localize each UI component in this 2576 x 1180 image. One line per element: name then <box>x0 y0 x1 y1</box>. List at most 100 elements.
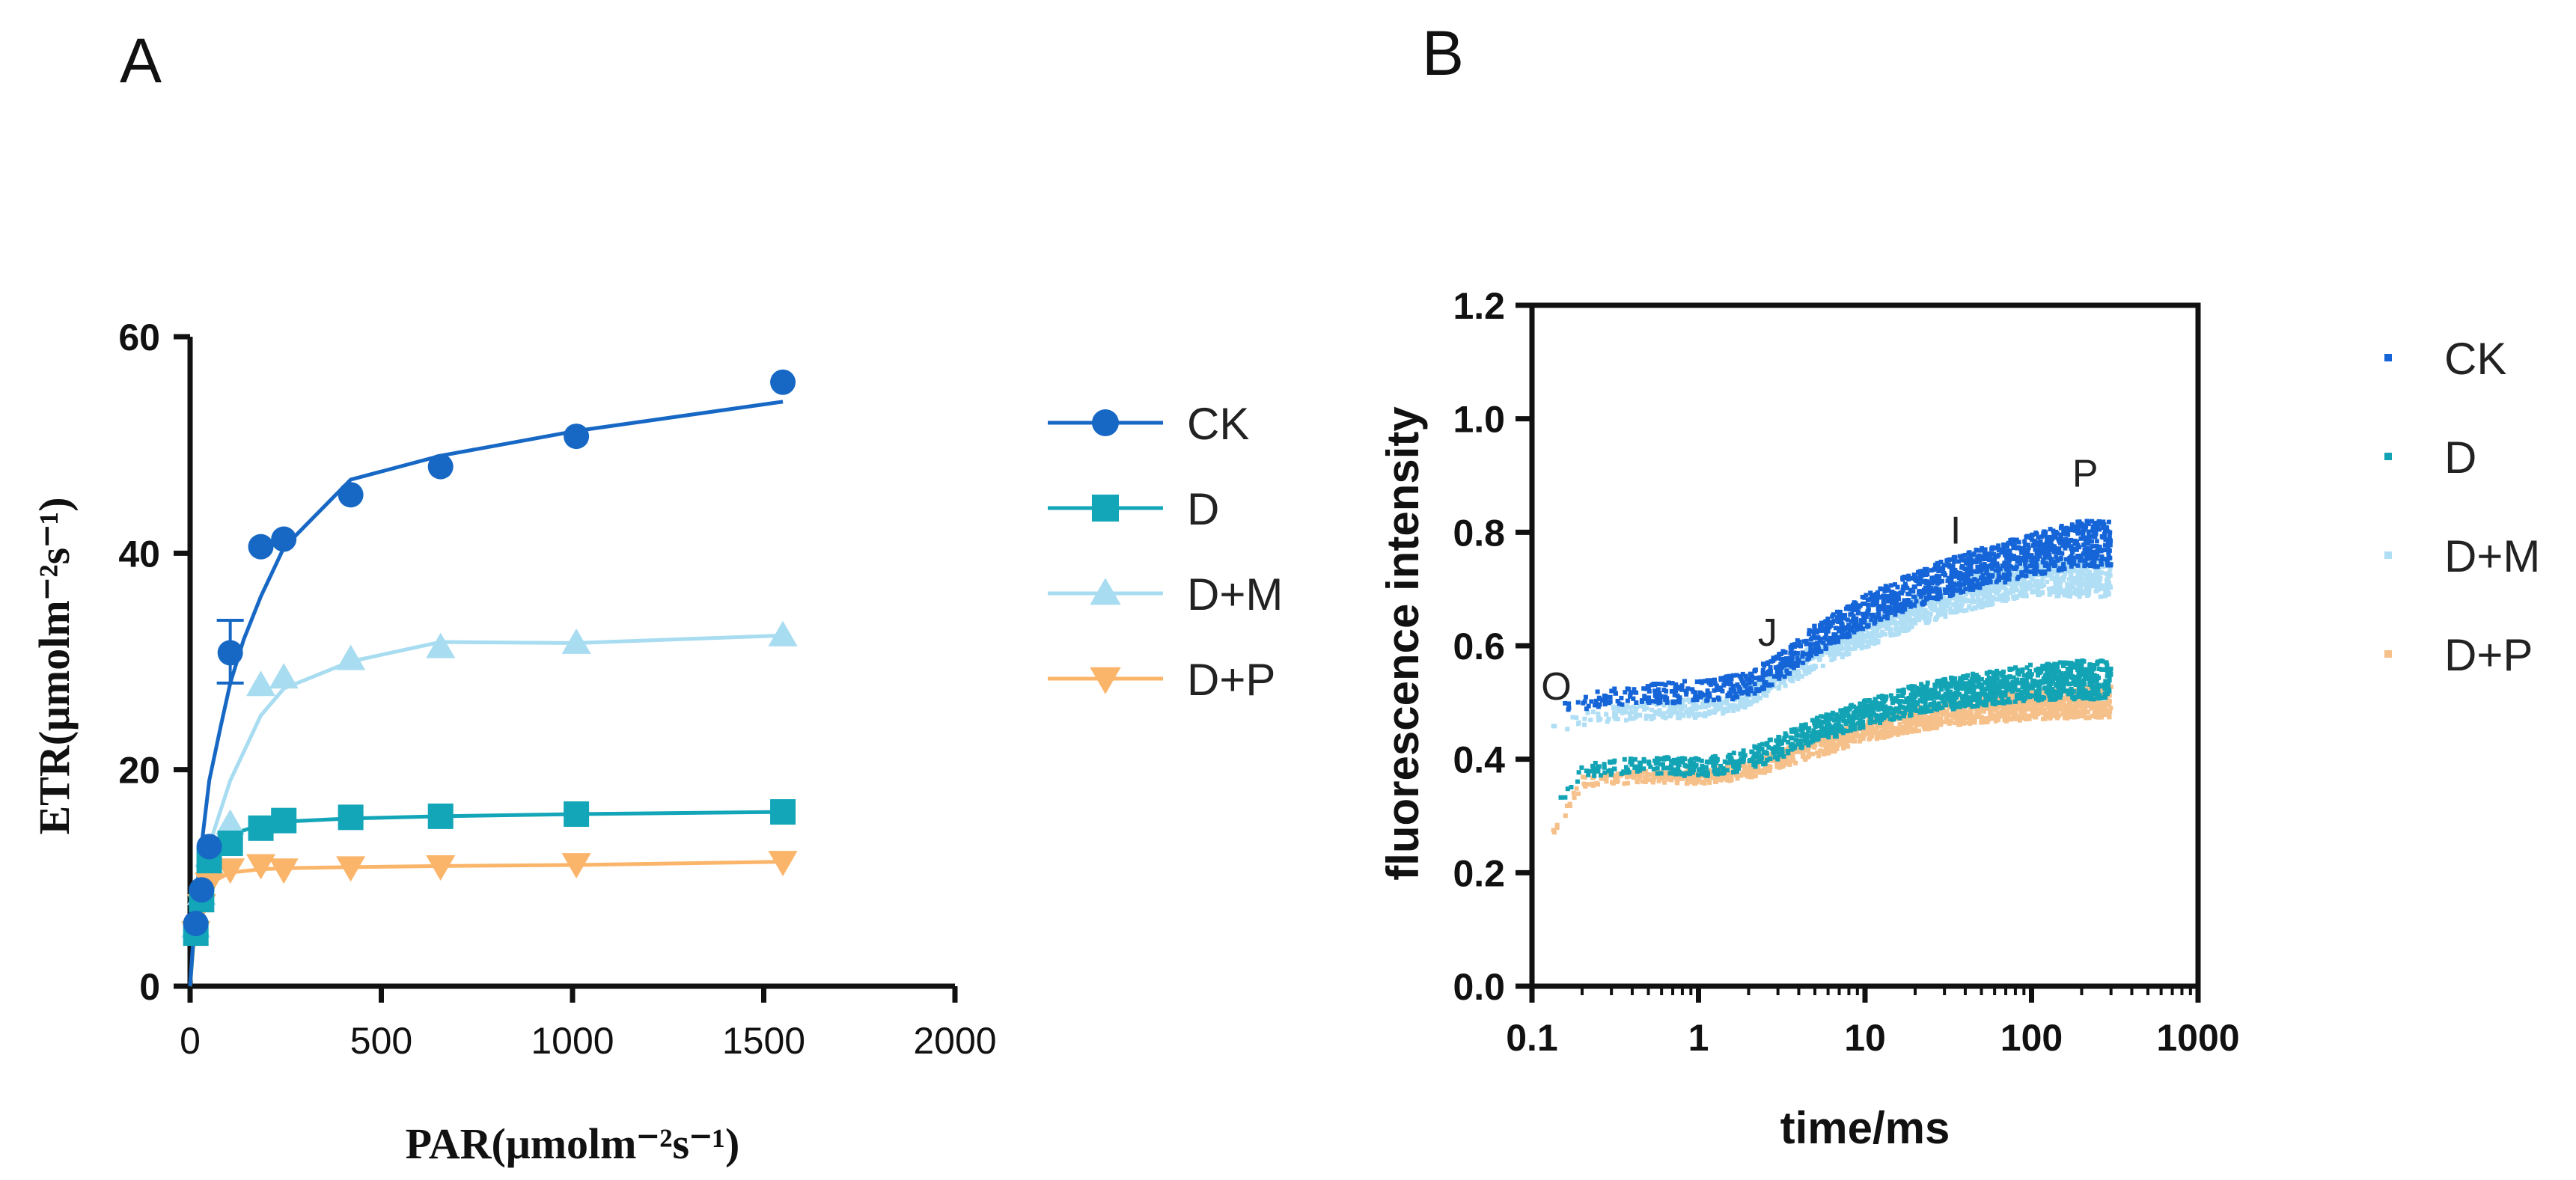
panel-b-point-d-plus-m <box>1582 722 1587 727</box>
panel-b-point-d-plus-p <box>1726 771 1731 776</box>
panel-b-point-d <box>1869 709 1874 715</box>
panel-b-point-d-plus-m <box>1736 706 1741 712</box>
panel-b-point-d <box>1801 724 1807 730</box>
panel-b-point-d <box>2092 673 2097 678</box>
panel-b-point-d <box>1799 723 1804 728</box>
panel-b-point-d <box>1658 771 1664 776</box>
panel-b-point-d-plus-m <box>1888 633 1893 638</box>
panel-b-point-d <box>1741 748 1746 753</box>
panel-b-point-d <box>1971 680 1976 685</box>
panel-b-point-d <box>1996 671 2000 676</box>
panel-b-point-d-plus-m <box>2066 592 2072 597</box>
panel-b-point-d <box>2080 689 2085 694</box>
panel-b-point-d-plus-p <box>1640 779 1645 784</box>
panel-b-point-d-plus-m <box>1691 702 1697 707</box>
panel-b-point-d <box>1710 756 1715 760</box>
panel-b-point-ck <box>2039 534 2045 539</box>
panel-b-point-d <box>1793 737 1798 742</box>
panel-b-point-d-plus-p <box>1853 729 1858 734</box>
panel-b-point-d <box>1666 756 1671 761</box>
panel-b-point-d-plus-m <box>1935 599 1940 605</box>
panel-b-point-d <box>1910 688 1915 693</box>
panel-b-point-d-plus-p <box>1857 733 1862 739</box>
panel-b-point-ck <box>1839 635 1844 640</box>
panel-b-point-d-plus-p <box>1907 720 1912 725</box>
panel-b-point-d-plus-p <box>1596 782 1600 787</box>
panel-b-point-d <box>1932 700 1937 705</box>
panel-b-point-d-plus-m <box>1694 703 1699 708</box>
panel-b-point-d <box>2015 688 2021 693</box>
panel-b-point-d-plus-m <box>1917 608 1922 613</box>
panel-a-point-ck <box>248 534 274 560</box>
panel-b-point-d <box>2095 673 2099 679</box>
panel-b-point-ck <box>1773 665 1778 670</box>
panel-b-point-d-plus-p <box>2028 700 2033 706</box>
panel-b-point-d <box>2060 683 2066 688</box>
panel-b-point-d-plus-p <box>1804 748 1809 753</box>
panel-b-point-d-plus-m <box>1899 620 1904 625</box>
panel-b-point-d-plus-m <box>1620 710 1625 715</box>
panel-b-point-d <box>2059 679 2064 684</box>
panel-b-point-ck <box>1660 682 1664 687</box>
panel-a-point-d <box>427 803 454 829</box>
panel-b-point-d <box>2052 675 2057 680</box>
panel-a-points <box>181 369 798 947</box>
panel-b-point-d-plus-p <box>1650 780 1655 785</box>
panel-b-point-d <box>1952 703 1957 708</box>
panel-b-point-d-plus-p <box>2093 707 2099 712</box>
panel-b-point-d-plus-m <box>1954 596 1959 602</box>
panel-b-point-d-plus-p <box>1949 718 1954 724</box>
panel-b-point-d <box>1813 724 1818 730</box>
panel-b-point-d-plus-p <box>2098 713 2103 718</box>
panel-b-point-d-plus-m <box>1888 617 1893 622</box>
panel-b-point-d-plus-m <box>2015 587 2020 593</box>
panel-b-point-d-plus-m <box>1968 575 1974 580</box>
panel-b-point-d-plus-m <box>1908 617 1912 622</box>
panel-b-point-d-plus-p <box>2045 703 2050 708</box>
panel-a-point-d-plus-m <box>768 620 798 646</box>
panel-b-point-d <box>1929 709 1934 713</box>
panel-b-point-d-plus-m <box>1953 602 1958 606</box>
panel-b-point-d <box>2016 672 2021 677</box>
panel-b-point-d <box>2048 691 2054 696</box>
panel-b-point-d <box>1909 696 1914 701</box>
panel-b-point-d-plus-p <box>2092 694 2097 700</box>
panel-b-point-d <box>2062 660 2067 665</box>
panel-b-point-d-plus-m <box>1913 617 1918 623</box>
panel-b-point-d-plus-p <box>1903 724 1908 729</box>
panel-b-point-d <box>1725 768 1730 773</box>
panel-b-point-d-plus-m <box>1999 596 2004 602</box>
panel-b-point-d <box>1754 751 1759 756</box>
panel-b-point-d <box>1771 748 1776 753</box>
panel-b-point-d-plus-m <box>1676 715 1681 720</box>
panel-b-point-d <box>1788 735 1793 740</box>
panel-b-point-d-plus-m <box>2104 582 2109 587</box>
panel-a-legend-marker-ck <box>1092 409 1119 436</box>
panel-b-point-d-plus-p <box>1713 779 1718 784</box>
panel-b-point-d <box>1651 766 1656 771</box>
panel-b-point-d-plus-p <box>1902 719 1907 724</box>
panel-b-point-d-plus-p <box>1902 717 1908 721</box>
panel-b-point-d <box>2056 669 2061 674</box>
panel-b-point-d <box>2077 685 2082 690</box>
panel-a-legend-marker-d <box>1092 495 1119 522</box>
panel-b-point-d-plus-m <box>2054 572 2060 578</box>
panel-b-point-d-plus-m <box>2078 591 2084 596</box>
panel-a-point-ck <box>271 526 297 552</box>
panel-b-point-d-plus-m <box>2081 590 2087 596</box>
panel-b-point-d-plus-p <box>1643 768 1648 774</box>
panel-b-point-d <box>2029 672 2034 677</box>
panel-b-point-d-plus-m <box>1895 626 1900 632</box>
panel-b-point-ck <box>1583 694 1588 700</box>
panel-b-point-ck <box>1938 560 1944 564</box>
panel-b-point-d-plus-p <box>1937 711 1942 715</box>
panel-b-point-d-plus-p <box>1868 736 1873 741</box>
panel-b-point-d-plus-m <box>1888 626 1893 632</box>
panel-b-point-d <box>1730 770 1736 774</box>
panel-b-point-d-plus-m <box>2066 577 2072 582</box>
panel-b-point-d-plus-p <box>2017 716 2021 721</box>
panel-b-point-d <box>2021 678 2026 683</box>
panel-b-point-d-plus-p <box>1946 712 1950 718</box>
panel-b-point-d-plus-p <box>1914 715 1919 720</box>
panel-b-point-ck <box>1929 568 1934 573</box>
